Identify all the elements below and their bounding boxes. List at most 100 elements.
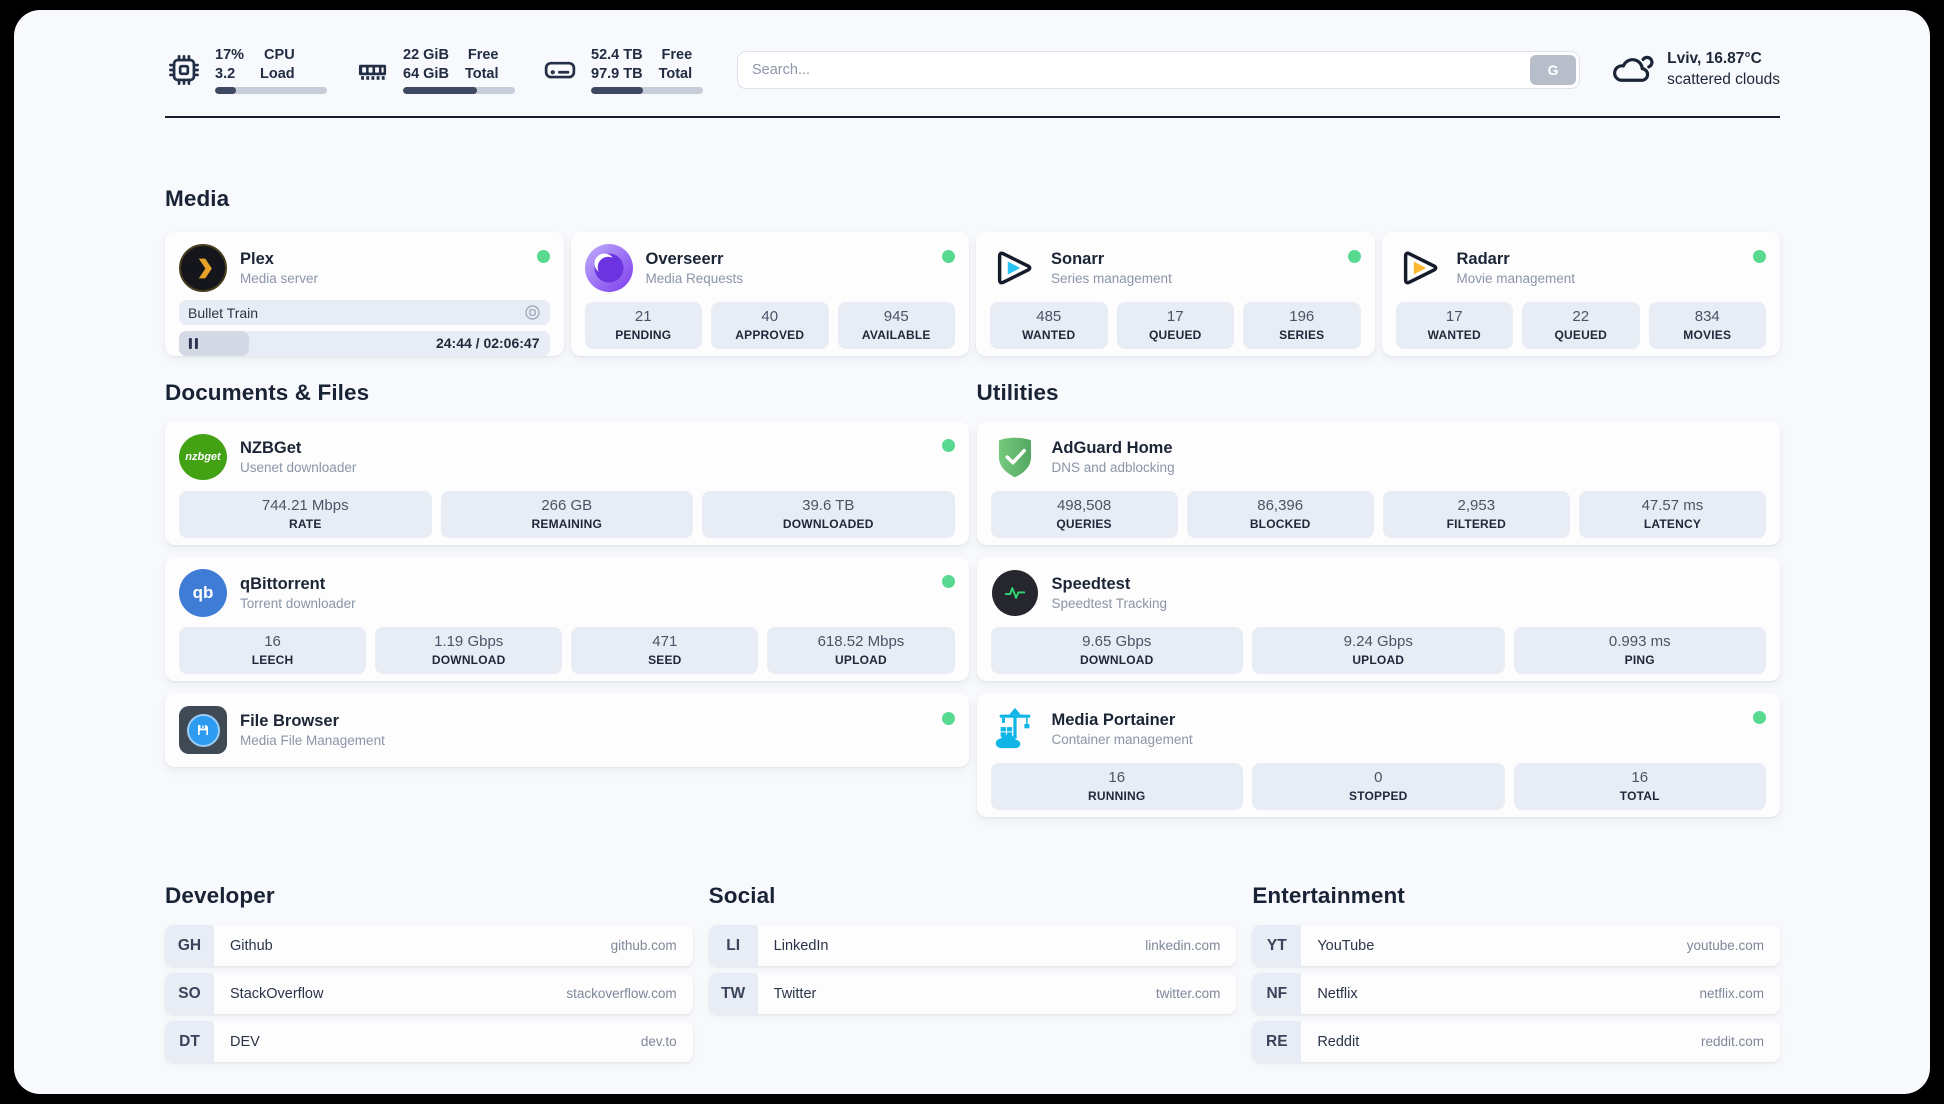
bookmark-group-developer: Developer GH Github github.com SO StackOverfl… [165, 883, 693, 1069]
utilities-column: Utilities AdGuard Home DNS and adblocking… [976, 380, 1780, 829]
bookmark-url: youtube.com [1686, 938, 1764, 953]
pause-icon[interactable] [188, 337, 199, 350]
section-title-social: Social [708, 883, 776, 908]
stat-downloaded: 39.6 TB DOWNLOADED [702, 491, 955, 538]
system-stat-text: 17% 3.2 CPU Load [215, 46, 327, 84]
bookmark-name: LinkedIn [773, 937, 829, 954]
bookmark-abbr-badge: NF [1252, 973, 1302, 1014]
stat-series: 196 SERIES [1243, 302, 1361, 349]
stat-download: 9.65 Gbps DOWNLOAD [990, 627, 1243, 674]
ram-icon [353, 55, 391, 86]
app-card-nzbget[interactable]: nzbget NZBGet Usenet downloader 744.21 Mbps… [165, 421, 969, 545]
search-bar: G [737, 51, 1581, 89]
stat-blocked: 86,396 BLOCKED [1186, 491, 1374, 538]
stat-label: LEECH [251, 653, 294, 667]
system-stat-value: 17% [215, 46, 245, 63]
bookmark-group-social: Social LI LinkedIn linkedin.com TW Twitter twi… [708, 883, 1237, 1069]
stat-download: 1.19 Gbps DOWNLOAD [375, 627, 563, 674]
stat-label: WANTED [1427, 328, 1481, 342]
bookmark-stackoverflow[interactable]: SO StackOverflow stackoverflow.com [165, 973, 693, 1014]
bookmark-name: YouTube [1317, 937, 1375, 954]
app-card-header: nzbget NZBGet Usenet downloader [179, 433, 955, 481]
status-online-dot [1753, 711, 1766, 724]
app-titles: NZBGet Usenet downloader [240, 439, 356, 475]
stat-pending: 21 PENDING [584, 302, 702, 349]
stat-label: DOWNLOAD [431, 653, 506, 667]
system-stat-label: Total [464, 65, 499, 82]
bookmark-name: Netflix [1317, 985, 1358, 1002]
sonarr-icon [990, 244, 1038, 292]
stat-value: 9.24 Gbps [1343, 633, 1413, 650]
system-stat-ram: 22 GiB 64 GiB Free Total [353, 46, 515, 95]
search-engine-button[interactable]: G [1530, 55, 1577, 85]
stat-label: FILTERED [1446, 517, 1506, 531]
stat-value: 834 [1694, 308, 1720, 325]
app-titles: Media Portainer Container management [1052, 711, 1193, 747]
middle-columns: Documents & Files nzbget NZBGet Usenet dow… [165, 380, 1780, 829]
player-progress-bar: 24:44 / 02:06:47 [179, 331, 550, 356]
system-stat-labels: Free Total [465, 46, 499, 84]
filebrowser-icon [179, 706, 227, 754]
bookmark-github[interactable]: GH Github github.com [165, 925, 693, 966]
bookmark-url: dev.to [640, 1034, 677, 1049]
nzbget-icon: nzbget [179, 433, 227, 481]
app-subtitle: Media server [240, 271, 319, 286]
stat-value: 618.52 Mbps [817, 633, 905, 650]
bookmark-youtube[interactable]: YT YouTube youtube.com [1252, 925, 1780, 966]
system-stat-progressbar [215, 87, 327, 95]
weather-condition: scattered clouds [1667, 71, 1780, 88]
bookmark-dev[interactable]: DT DEV dev.to [165, 1021, 693, 1062]
system-stat-progress-fill [591, 87, 643, 95]
app-card-radarr[interactable]: Radarr Movie management 17 WANTED 22 QUEUED 83… [1381, 232, 1780, 356]
system-stat-values: 52.4 TB 97.9 TB [591, 46, 643, 84]
stat-label: DOWNLOADED [782, 517, 874, 531]
system-stat-value: 22 GiB [403, 46, 449, 63]
stat-value: 9.65 Gbps [1082, 633, 1152, 650]
app-name: qBittorrent [240, 575, 326, 593]
stat-label: SERIES [1279, 328, 1325, 342]
stat-wanted: 485 WANTED [990, 302, 1108, 349]
system-stat-value: 97.9 TB [591, 65, 643, 82]
stat-value: 40 [761, 308, 779, 325]
app-card-header: Overseerr Media Requests [584, 244, 955, 292]
bookmark-twitter[interactable]: TW Twitter twitter.com [708, 973, 1237, 1014]
system-stat-cpu: 17% 3.2 CPU Load [165, 46, 327, 95]
stat-value: 86,396 [1257, 497, 1304, 514]
app-card-header: Sonarr Series management [990, 244, 1361, 292]
app-card-media-portainer[interactable]: Media Portainer Container management 16 RUN… [976, 693, 1780, 817]
bookmark-linkedin[interactable]: LI LinkedIn linkedin.com [708, 925, 1237, 966]
app-titles: Radarr Movie management [1457, 250, 1576, 286]
utilities-cards: AdGuard Home DNS and adblocking 498,508 QUE… [976, 421, 1780, 817]
app-card-speedtest[interactable]: Speedtest Speedtest Tracking 9.65 Gbps DOWN… [976, 557, 1780, 681]
app-subtitle: Movie management [1456, 271, 1576, 286]
app-name: Speedtest [1051, 575, 1131, 593]
stat-value: 2,953 [1457, 497, 1496, 514]
stat-label: BLOCKED [1249, 517, 1311, 531]
system-stat-text: 22 GiB 64 GiB Free Total [403, 46, 515, 84]
app-stats-row: 21 PENDING 40 APPROVED 945 AVAILABLE [584, 302, 955, 349]
app-card-plex[interactable]: Plex Media server Bullet Train 24:44 / 02:0… [165, 232, 564, 356]
app-stats-row: 498,508 QUERIES 86,396 BLOCKED 2,953 FILTERED… [990, 491, 1766, 538]
app-name: Plex [240, 250, 274, 268]
app-card-sonarr[interactable]: Sonarr Series management 485 WANTED 17 QUEUED… [976, 232, 1375, 356]
app-name: AdGuard Home [1051, 439, 1173, 457]
bookmark-reddit[interactable]: RE Reddit reddit.com [1252, 1021, 1780, 1062]
system-stat-progressbar [591, 87, 703, 95]
app-card-adguard-home[interactable]: AdGuard Home DNS and adblocking 498,508 QUE… [976, 421, 1780, 545]
now-playing-row: Bullet Train [179, 300, 550, 325]
stat-value: 21 [634, 308, 652, 325]
bookmark-netflix[interactable]: NF Netflix netflix.com [1252, 973, 1780, 1014]
app-card-qbittorrent[interactable]: qb qBittorrent Torrent downloader 16 LEECH 1.… [165, 557, 969, 681]
video-icon[interactable] [524, 304, 541, 321]
stat-available: 945 AVAILABLE [837, 302, 955, 349]
radarr-icon [1396, 244, 1444, 292]
stat-value: 498,508 [1056, 497, 1112, 514]
stat-queued: 17 QUEUED [1116, 302, 1234, 349]
stat-movies: 834 MOVIES [1648, 302, 1766, 349]
app-card-overseerr[interactable]: Overseerr Media Requests 21 PENDING 40 APPROV… [570, 232, 969, 356]
stat-queries: 498,508 QUERIES [990, 491, 1178, 538]
bookmark-url: github.com [610, 938, 677, 953]
stat-value: 471 [652, 633, 678, 650]
app-card-file-browser[interactable]: File Browser Media File Management [165, 693, 969, 767]
search-input[interactable] [737, 51, 1581, 89]
